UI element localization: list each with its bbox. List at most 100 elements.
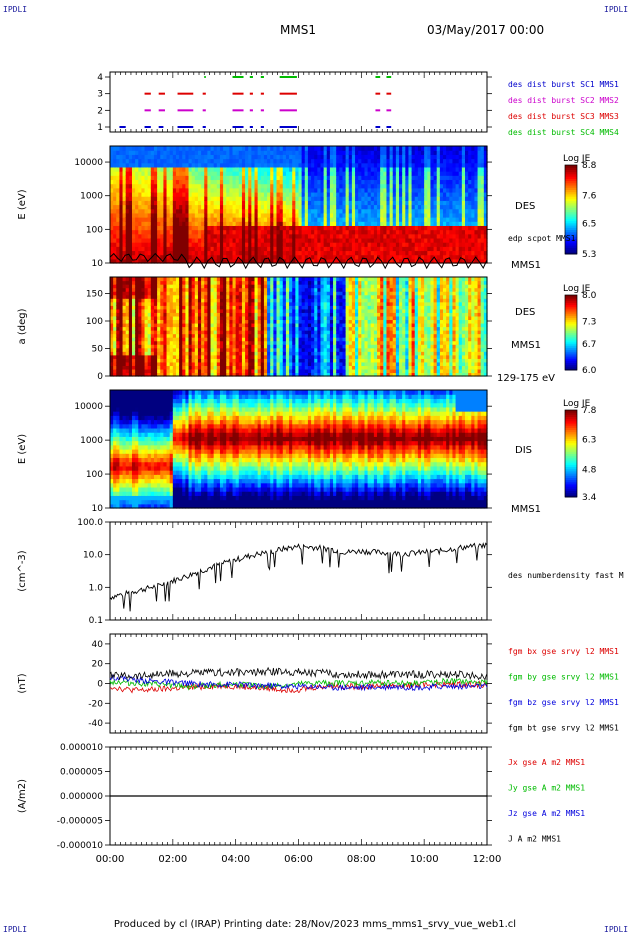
des-energy-spectrogram-cell: [480, 200, 485, 206]
burst-interval: [249, 109, 253, 112]
des-energy-spectrogram-cell: [153, 229, 158, 235]
des-energy-spectrogram-cell: [292, 200, 296, 206]
des-energy-spectrogram-cell: [436, 204, 441, 210]
des-pitch-angle-cell: [179, 354, 183, 359]
des-pitch-angle-cell: [144, 347, 149, 352]
des-energy-spectrogram-cell: [226, 254, 230, 260]
des-energy-spectrogram-cell: [364, 166, 369, 172]
des-pitch-angle-cell: [122, 365, 127, 370]
des-energy-spectrogram-cell: [361, 225, 366, 231]
des-pitch-angle-cell: [182, 330, 186, 335]
des-energy-spectrogram-cell: [207, 208, 212, 214]
des-pitch-angle-cell: [147, 333, 152, 338]
des-pitch-angle-cell: [147, 280, 152, 285]
des-energy-spectrogram-cell: [110, 208, 114, 214]
des-energy-spectrogram-cell: [128, 242, 133, 247]
des-energy-spectrogram-cell: [358, 237, 362, 243]
des-pitch-angle-cell: [131, 305, 136, 310]
des-energy-spectrogram-cell: [135, 175, 139, 181]
des-energy-spectrogram-cell: [433, 150, 438, 155]
des-energy-spectrogram-cell: [182, 171, 186, 176]
des-energy-spectrogram-cell: [436, 229, 441, 235]
des-pitch-angle-cell: [207, 354, 212, 359]
des-energy-spectrogram-cell: [241, 196, 246, 201]
des-energy-spectrogram-cell: [235, 233, 240, 239]
des-energy-spectrogram-cell: [210, 196, 215, 201]
des-pitch-angle-cell: [150, 277, 155, 282]
des-pitch-angle-cell: [125, 291, 130, 296]
des-energy-spectrogram-cell: [307, 196, 312, 201]
des-pitch-angle-cell: [163, 347, 168, 352]
des-energy-spectrogram-cell: [204, 242, 208, 247]
des-energy-spectrogram-cell: [144, 158, 149, 164]
des-energy-spectrogram-cell: [339, 212, 344, 218]
des-energy-spectrogram-cell: [270, 208, 274, 214]
des-pitch-angle-cell: [219, 319, 224, 324]
des-energy-spectrogram-cell: [235, 242, 240, 247]
des-energy-spectrogram-cell: [320, 187, 325, 193]
des-energy-spectrogram-cell: [433, 217, 438, 222]
des-pitch-angle-cell: [182, 315, 186, 321]
des-energy-spectrogram-cell: [389, 183, 394, 189]
des-energy-spectrogram-cell: [358, 258, 362, 264]
des-energy-spectrogram-cell: [301, 237, 306, 243]
des-pitch-angle-cell: [185, 312, 190, 317]
des-energy-spectrogram-cell: [361, 162, 366, 168]
des-energy-spectrogram-cell: [179, 154, 183, 160]
des-energy-spectrogram-cell: [361, 200, 366, 206]
des-energy-spectrogram-cell: [273, 179, 278, 185]
burst-interval: [177, 92, 194, 95]
des-energy-spectrogram-cell: [232, 158, 237, 164]
des-energy-spectrogram-cell: [157, 217, 161, 222]
des-energy-spectrogram-cell: [326, 217, 331, 222]
des-pitch-angle-cell: [219, 344, 224, 349]
des-energy-spectrogram-cell: [163, 200, 168, 206]
des-pitch-angle-cell: [141, 330, 146, 335]
des-energy-spectrogram-cell: [392, 183, 397, 189]
des-energy-spectrogram-cell: [182, 196, 186, 201]
scpot-legend: edp scpot MMS1: [508, 234, 576, 243]
des-energy-spectrogram-cell: [323, 246, 328, 252]
des-energy-spectrogram-cell: [251, 187, 256, 193]
des-energy-spectrogram-cell: [141, 204, 146, 210]
des-energy-spectrogram-cell: [273, 183, 278, 189]
des-energy-spectrogram-cell: [282, 233, 287, 239]
des-energy-spectrogram-cell: [216, 204, 221, 210]
des-energy-spectrogram-cell: [345, 254, 350, 260]
des-energy-spectrogram-cell: [160, 208, 165, 214]
des-energy-spectrogram-cell: [229, 233, 234, 239]
des-pitch-angle-cell: [219, 361, 224, 366]
des-energy-spectrogram-cell: [295, 246, 300, 252]
des-energy-spectrogram-cell: [471, 229, 476, 235]
des-energy-spectrogram-cell: [414, 225, 419, 231]
des-energy-spectrogram-cell: [175, 162, 180, 168]
des-energy-spectrogram-cell: [449, 233, 454, 239]
des-pitch-angle-cell: [216, 372, 221, 377]
des-energy-spectrogram-cell: [348, 242, 353, 247]
des-energy-spectrogram-cell: [314, 233, 318, 239]
des-energy-spectrogram-cell: [131, 221, 136, 226]
des-pitch-angle-cell: [116, 347, 121, 352]
des-energy-spectrogram-cell: [380, 237, 384, 243]
des-energy-spectrogram-cell: [304, 171, 309, 176]
des-energy-spectrogram-cell: [364, 217, 369, 222]
des-energy-spectrogram-cell: [210, 200, 215, 206]
des-energy-spectrogram-cell: [279, 258, 284, 264]
des-energy-spectrogram-cell: [405, 175, 410, 181]
des-pitch-angle-cell: [172, 344, 177, 349]
des-energy-spectrogram-cell: [408, 179, 413, 185]
des-pitch-angle-cell: [138, 368, 143, 374]
des-energy-spectrogram-cell: [289, 191, 293, 197]
des-energy-spectrogram-cell: [351, 191, 356, 197]
des-pitch-angle-cell: [197, 372, 202, 377]
des-pitch-angle-cell: [131, 287, 136, 292]
des-energy-spectrogram-cell: [351, 200, 356, 206]
des-energy-spectrogram-cell: [392, 146, 397, 151]
des-pitch-angle-cell: [182, 294, 186, 299]
des-energy-spectrogram-cell: [257, 200, 262, 206]
des-energy-spectrogram-cell: [194, 150, 199, 155]
des-energy-spectrogram-cell: [213, 171, 218, 176]
des-pitch-angle-cell: [110, 308, 114, 313]
des-energy-spectrogram-cell: [367, 166, 372, 172]
des-pitch-angle-cell: [110, 280, 114, 285]
